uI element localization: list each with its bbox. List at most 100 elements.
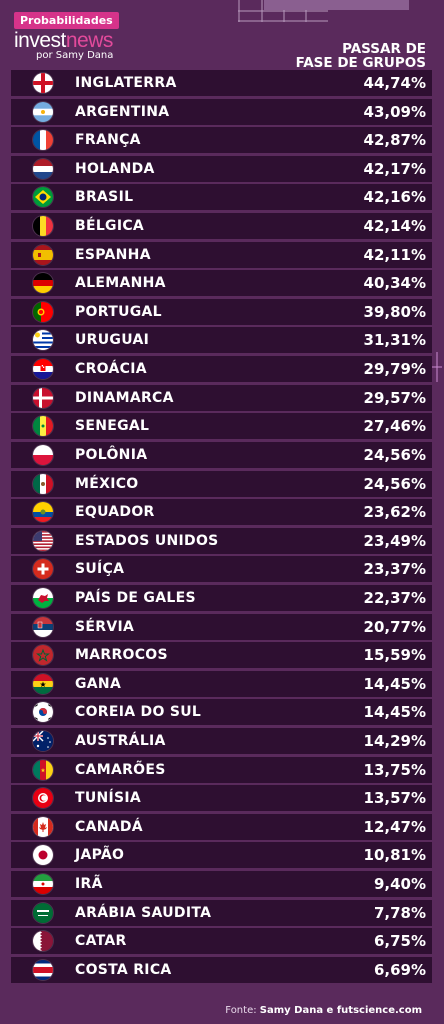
poland-flag-icon (33, 444, 53, 465)
iran-flag-icon (33, 874, 53, 895)
table-row: AUSTRÁLIA 14,29% (11, 728, 432, 755)
table-row: IRÃ 9,40% (11, 871, 432, 898)
mexico-flag-icon (33, 473, 53, 494)
probability-value: 20,77% (363, 617, 426, 636)
south-korea-flag-icon (33, 702, 53, 723)
probability-value: 12,47% (363, 817, 426, 836)
table-row: TUNÍSIA 13,57% (11, 785, 432, 812)
table-row: SENEGAL 27,46% (11, 413, 432, 440)
table-row: SUÍÇA 23,37% (11, 556, 432, 583)
table-row: ARÁBIA SAUDITA 7,78% (11, 899, 432, 926)
usa-flag-icon (33, 530, 53, 551)
probability-value: 14,29% (363, 732, 426, 751)
table-row: MÉXICO 24,56% (11, 470, 432, 497)
table-row: PAÍS DE GALES 22,37% (11, 584, 432, 611)
ghana-flag-icon (33, 673, 53, 694)
country-name: PAÍS DE GALES (75, 589, 196, 606)
country-name: SENEGAL (75, 418, 150, 435)
country-name: MÉXICO (75, 475, 139, 492)
table-row: ESTADOS UNIDOS 23,49% (11, 527, 432, 554)
table-row: ARGENTINA 43,09% (11, 98, 432, 125)
country-name: ARÁBIA SAUDITA (75, 904, 212, 921)
table-row: CAMARÕES 13,75% (11, 756, 432, 783)
table-row: PORTUGAL 39,80% (11, 298, 432, 325)
table-row: JAPÃO 10,81% (11, 842, 432, 869)
country-name: POLÔNIA (75, 446, 148, 463)
probability-value: 39,80% (363, 302, 426, 321)
portugal-flag-icon (33, 301, 53, 322)
table-row: HOLANDA 42,17% (11, 155, 432, 182)
japan-flag-icon (33, 845, 53, 866)
source-credit: Fonte: Samy Dana e futscience.com (225, 1005, 422, 1016)
senegal-flag-icon (33, 416, 53, 437)
country-name: ARGENTINA (75, 103, 170, 120)
uruguay-flag-icon (33, 330, 53, 351)
qatar-flag-icon (33, 931, 53, 952)
table-row: SÉRVIA 20,77% (11, 613, 432, 640)
probability-value: 42,17% (363, 159, 426, 178)
country-name: HOLANDA (75, 160, 155, 177)
probability-value: 43,09% (363, 102, 426, 121)
denmark-flag-icon (33, 387, 53, 408)
country-name: CANADÁ (75, 818, 143, 835)
table-row: BÉLGICA 42,14% (11, 213, 432, 240)
spain-flag-icon (33, 244, 53, 265)
column-title: PASSAR DE FASE DE GRUPOS (276, 42, 426, 70)
table-row: COSTA RICA 6,69% (11, 956, 432, 983)
country-name: FRANÇA (75, 132, 141, 149)
belgium-flag-icon (33, 216, 53, 237)
table-row: CANADÁ 12,47% (11, 813, 432, 840)
source-prefix: Fonte: (225, 1005, 260, 1016)
probability-value: 14,45% (363, 703, 426, 722)
brazil-flag-icon (33, 187, 53, 208)
australia-flag-icon (33, 731, 53, 752)
country-name: DINAMARCA (75, 389, 174, 406)
probability-value: 7,78% (373, 903, 426, 922)
probability-value: 9,40% (373, 875, 426, 894)
probability-value: 42,14% (363, 217, 426, 236)
country-name: COREIA DO SUL (75, 704, 202, 721)
probability-value: 14,45% (363, 674, 426, 693)
country-name: CAMARÕES (75, 761, 166, 778)
probability-value: 23,62% (363, 503, 426, 522)
england-flag-icon (33, 73, 53, 93)
probability-value: 13,75% (363, 760, 426, 779)
country-name: AUSTRÁLIA (75, 733, 166, 750)
costa-rica-flag-icon (33, 959, 53, 980)
country-name: INGLATERRA (75, 75, 177, 91)
probability-value: 6,75% (373, 932, 426, 951)
probability-value: 24,56% (363, 474, 426, 493)
probability-value: 15,59% (363, 646, 426, 665)
argentina-flag-icon (33, 101, 53, 122)
probability-value: 42,16% (363, 188, 426, 207)
country-name: SUÍÇA (75, 561, 125, 578)
wales-flag-icon (33, 587, 53, 608)
probability-value: 24,56% (363, 445, 426, 464)
table-row: COREIA DO SUL 14,45% (11, 699, 432, 726)
germany-flag-icon (33, 273, 53, 294)
probability-value: 10,81% (363, 846, 426, 865)
probability-value: 42,87% (363, 131, 426, 150)
probability-value: 29,57% (363, 388, 426, 407)
canada-flag-icon (33, 816, 53, 837)
table-row: EQUADOR 23,62% (11, 499, 432, 526)
table-row: CATAR 6,75% (11, 928, 432, 955)
probability-value: 31,31% (363, 331, 426, 350)
cross-decoration (432, 352, 442, 382)
country-name: JAPÃO (75, 847, 125, 864)
country-name: ALEMANHA (75, 275, 166, 292)
table-row: DINAMARCA 29,57% (11, 384, 432, 411)
morocco-flag-icon (33, 645, 53, 666)
probability-value: 42,11% (363, 245, 426, 264)
country-name: SÉRVIA (75, 618, 135, 635)
probability-value: 40,34% (363, 274, 426, 293)
country-name: BÉLGICA (75, 218, 145, 235)
table-row: FRANÇA 42,87% (11, 127, 432, 154)
logo-subtitle: por Samy Dana (36, 50, 114, 61)
probability-value: 23,37% (363, 560, 426, 579)
table-row: ESPANHA 42,11% (11, 241, 432, 268)
probability-value: 27,46% (363, 417, 426, 436)
probability-table: INGLATERRA 44,74% ARGENTINA 43,09% FRANÇA 42,… (11, 70, 432, 986)
column-title-line2: FASE DE GRUPOS (295, 55, 426, 71)
probability-value: 29,79% (363, 360, 426, 379)
